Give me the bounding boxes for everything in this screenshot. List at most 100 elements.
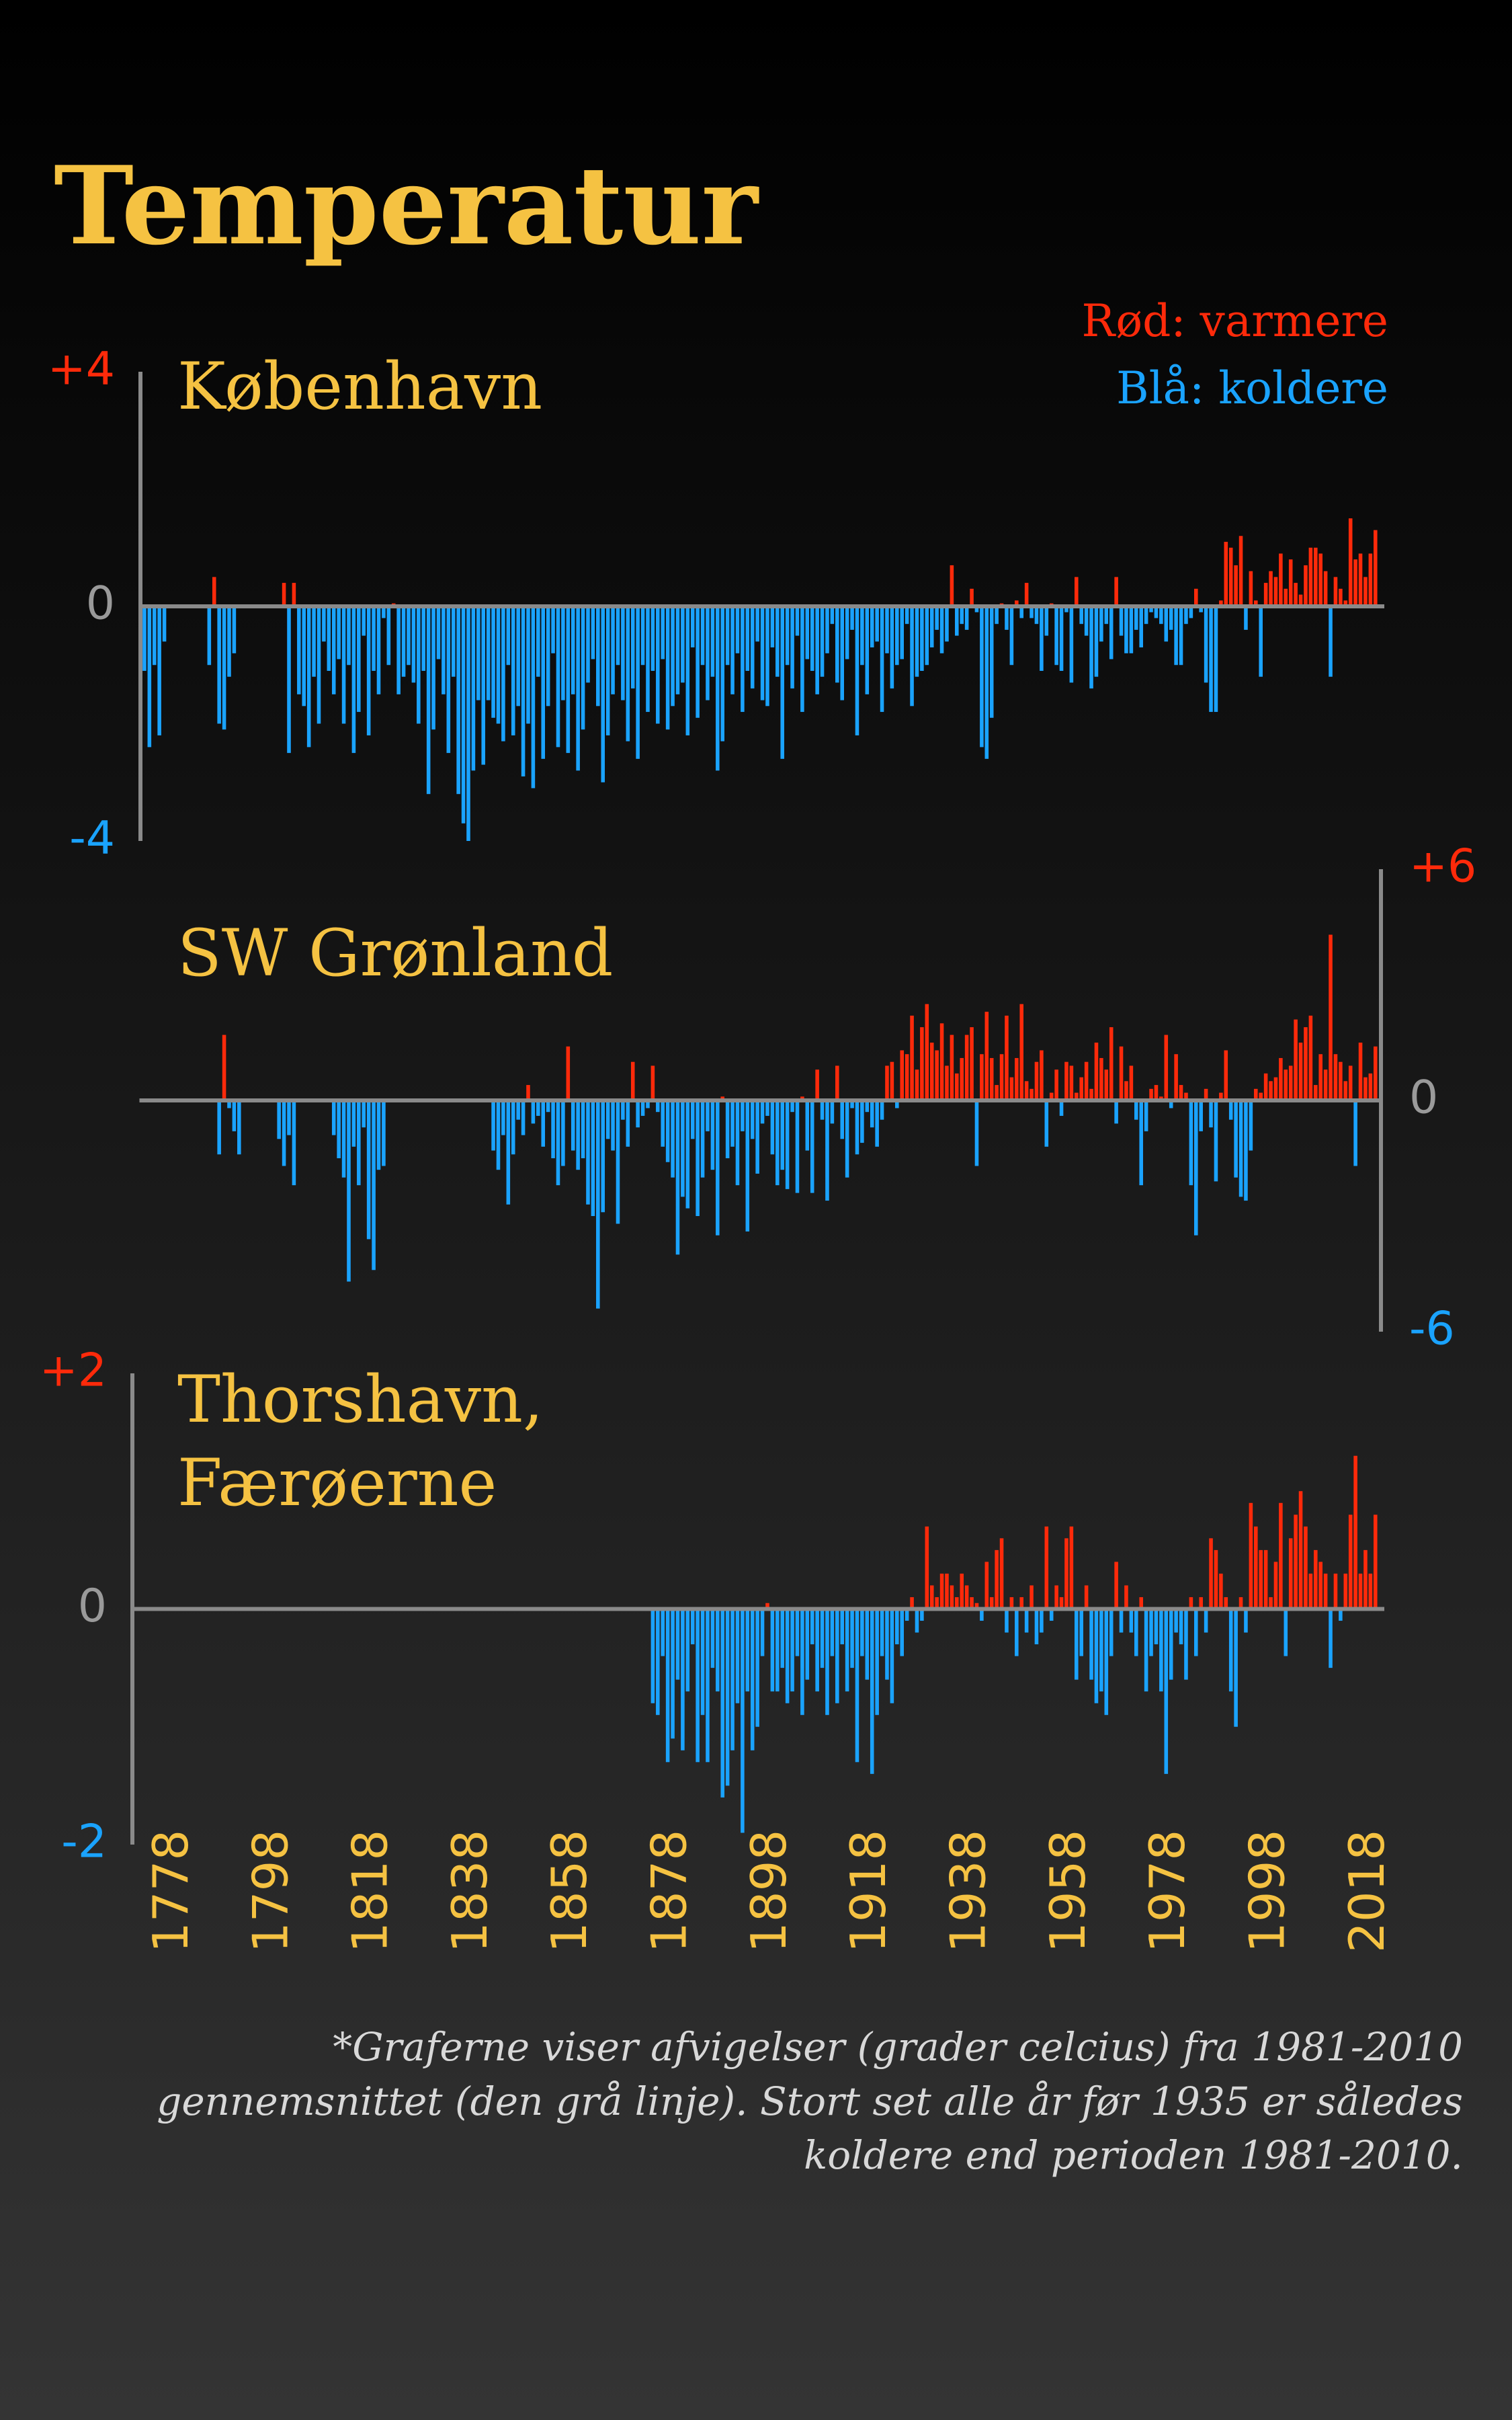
bar — [690, 1609, 695, 1645]
bar — [964, 1585, 969, 1609]
bar — [730, 1609, 734, 1750]
bar — [531, 606, 536, 789]
bar — [1308, 547, 1313, 606]
bar — [282, 1100, 286, 1166]
bar — [1124, 606, 1128, 653]
y-tick-label: 0 — [78, 1580, 107, 1633]
bar — [351, 1100, 356, 1147]
bar — [417, 606, 421, 724]
bar — [372, 1100, 376, 1270]
bar — [1194, 1609, 1198, 1656]
bar — [716, 1609, 720, 1692]
bar — [1009, 1597, 1014, 1609]
bar — [835, 1065, 839, 1100]
bar — [1129, 1065, 1134, 1100]
bar — [775, 1609, 780, 1692]
bar — [1079, 1077, 1083, 1100]
bar — [1204, 606, 1208, 683]
bar — [312, 606, 316, 677]
bar — [1259, 1549, 1263, 1609]
bar — [1044, 1100, 1049, 1147]
bar — [935, 606, 939, 630]
bar — [1019, 606, 1023, 618]
bar — [780, 1100, 785, 1170]
bar — [1273, 1077, 1278, 1100]
bar — [1189, 1100, 1193, 1186]
bar — [232, 1100, 237, 1131]
bar — [591, 1100, 595, 1216]
bar — [1269, 1081, 1273, 1100]
bar — [700, 606, 705, 666]
bar — [960, 606, 964, 624]
bar — [974, 606, 979, 612]
bar — [306, 606, 311, 748]
x-tick-label: 1798 — [242, 1830, 298, 1953]
bar — [546, 1100, 550, 1113]
bar — [536, 1100, 540, 1116]
bar — [1238, 536, 1243, 606]
bar — [446, 606, 451, 754]
bar — [825, 606, 829, 653]
bar — [675, 1609, 680, 1680]
bar — [1219, 600, 1223, 606]
bar — [671, 1609, 675, 1739]
bar — [780, 606, 785, 759]
bar — [327, 606, 331, 671]
bar — [317, 606, 321, 724]
bar — [621, 1100, 625, 1120]
bar — [1049, 1092, 1054, 1100]
bar — [1030, 1585, 1034, 1609]
bar — [357, 606, 361, 713]
bar — [351, 606, 356, 754]
bar — [1363, 1077, 1368, 1100]
bar — [566, 1046, 571, 1100]
bar — [785, 1609, 790, 1703]
bar — [1363, 577, 1368, 606]
bar — [451, 606, 456, 677]
bar — [1269, 571, 1273, 606]
bar — [999, 1538, 1004, 1609]
x-tick-label: 1878 — [641, 1830, 698, 1953]
bar — [1263, 1549, 1268, 1609]
bar — [964, 606, 969, 630]
bar — [481, 606, 486, 765]
bar — [880, 606, 884, 713]
bar — [1214, 1100, 1218, 1182]
bar — [850, 1100, 854, 1108]
bar — [1059, 1597, 1064, 1609]
bar — [1069, 606, 1074, 683]
bar — [785, 606, 790, 666]
bar — [1298, 1043, 1303, 1100]
bar — [706, 1100, 710, 1131]
bar — [1164, 1035, 1169, 1100]
bar — [1323, 1070, 1328, 1100]
bar — [337, 1100, 341, 1158]
bar — [1009, 1077, 1014, 1100]
bar — [710, 1609, 715, 1668]
bar — [456, 606, 460, 795]
bar — [331, 606, 336, 694]
bar — [1194, 588, 1198, 606]
bar — [1329, 934, 1333, 1100]
bar — [980, 1054, 984, 1100]
bar — [880, 1609, 884, 1656]
y-tick-label: -4 — [69, 812, 115, 865]
y-tick-label: 0 — [1409, 1072, 1438, 1125]
bar — [1079, 606, 1083, 624]
bar — [671, 606, 675, 707]
bar — [750, 1609, 755, 1750]
bar — [1333, 1054, 1338, 1100]
bar — [571, 606, 575, 694]
bar — [755, 606, 759, 642]
bar — [955, 1073, 959, 1100]
bar — [870, 1609, 874, 1774]
bar — [1333, 1573, 1338, 1609]
bar — [820, 1609, 825, 1668]
bar — [765, 606, 769, 707]
bar — [561, 1100, 565, 1166]
bar — [900, 1050, 905, 1100]
bar — [939, 1573, 944, 1609]
bar — [1329, 1609, 1333, 1668]
bar — [616, 606, 620, 666]
bar — [576, 1100, 580, 1170]
